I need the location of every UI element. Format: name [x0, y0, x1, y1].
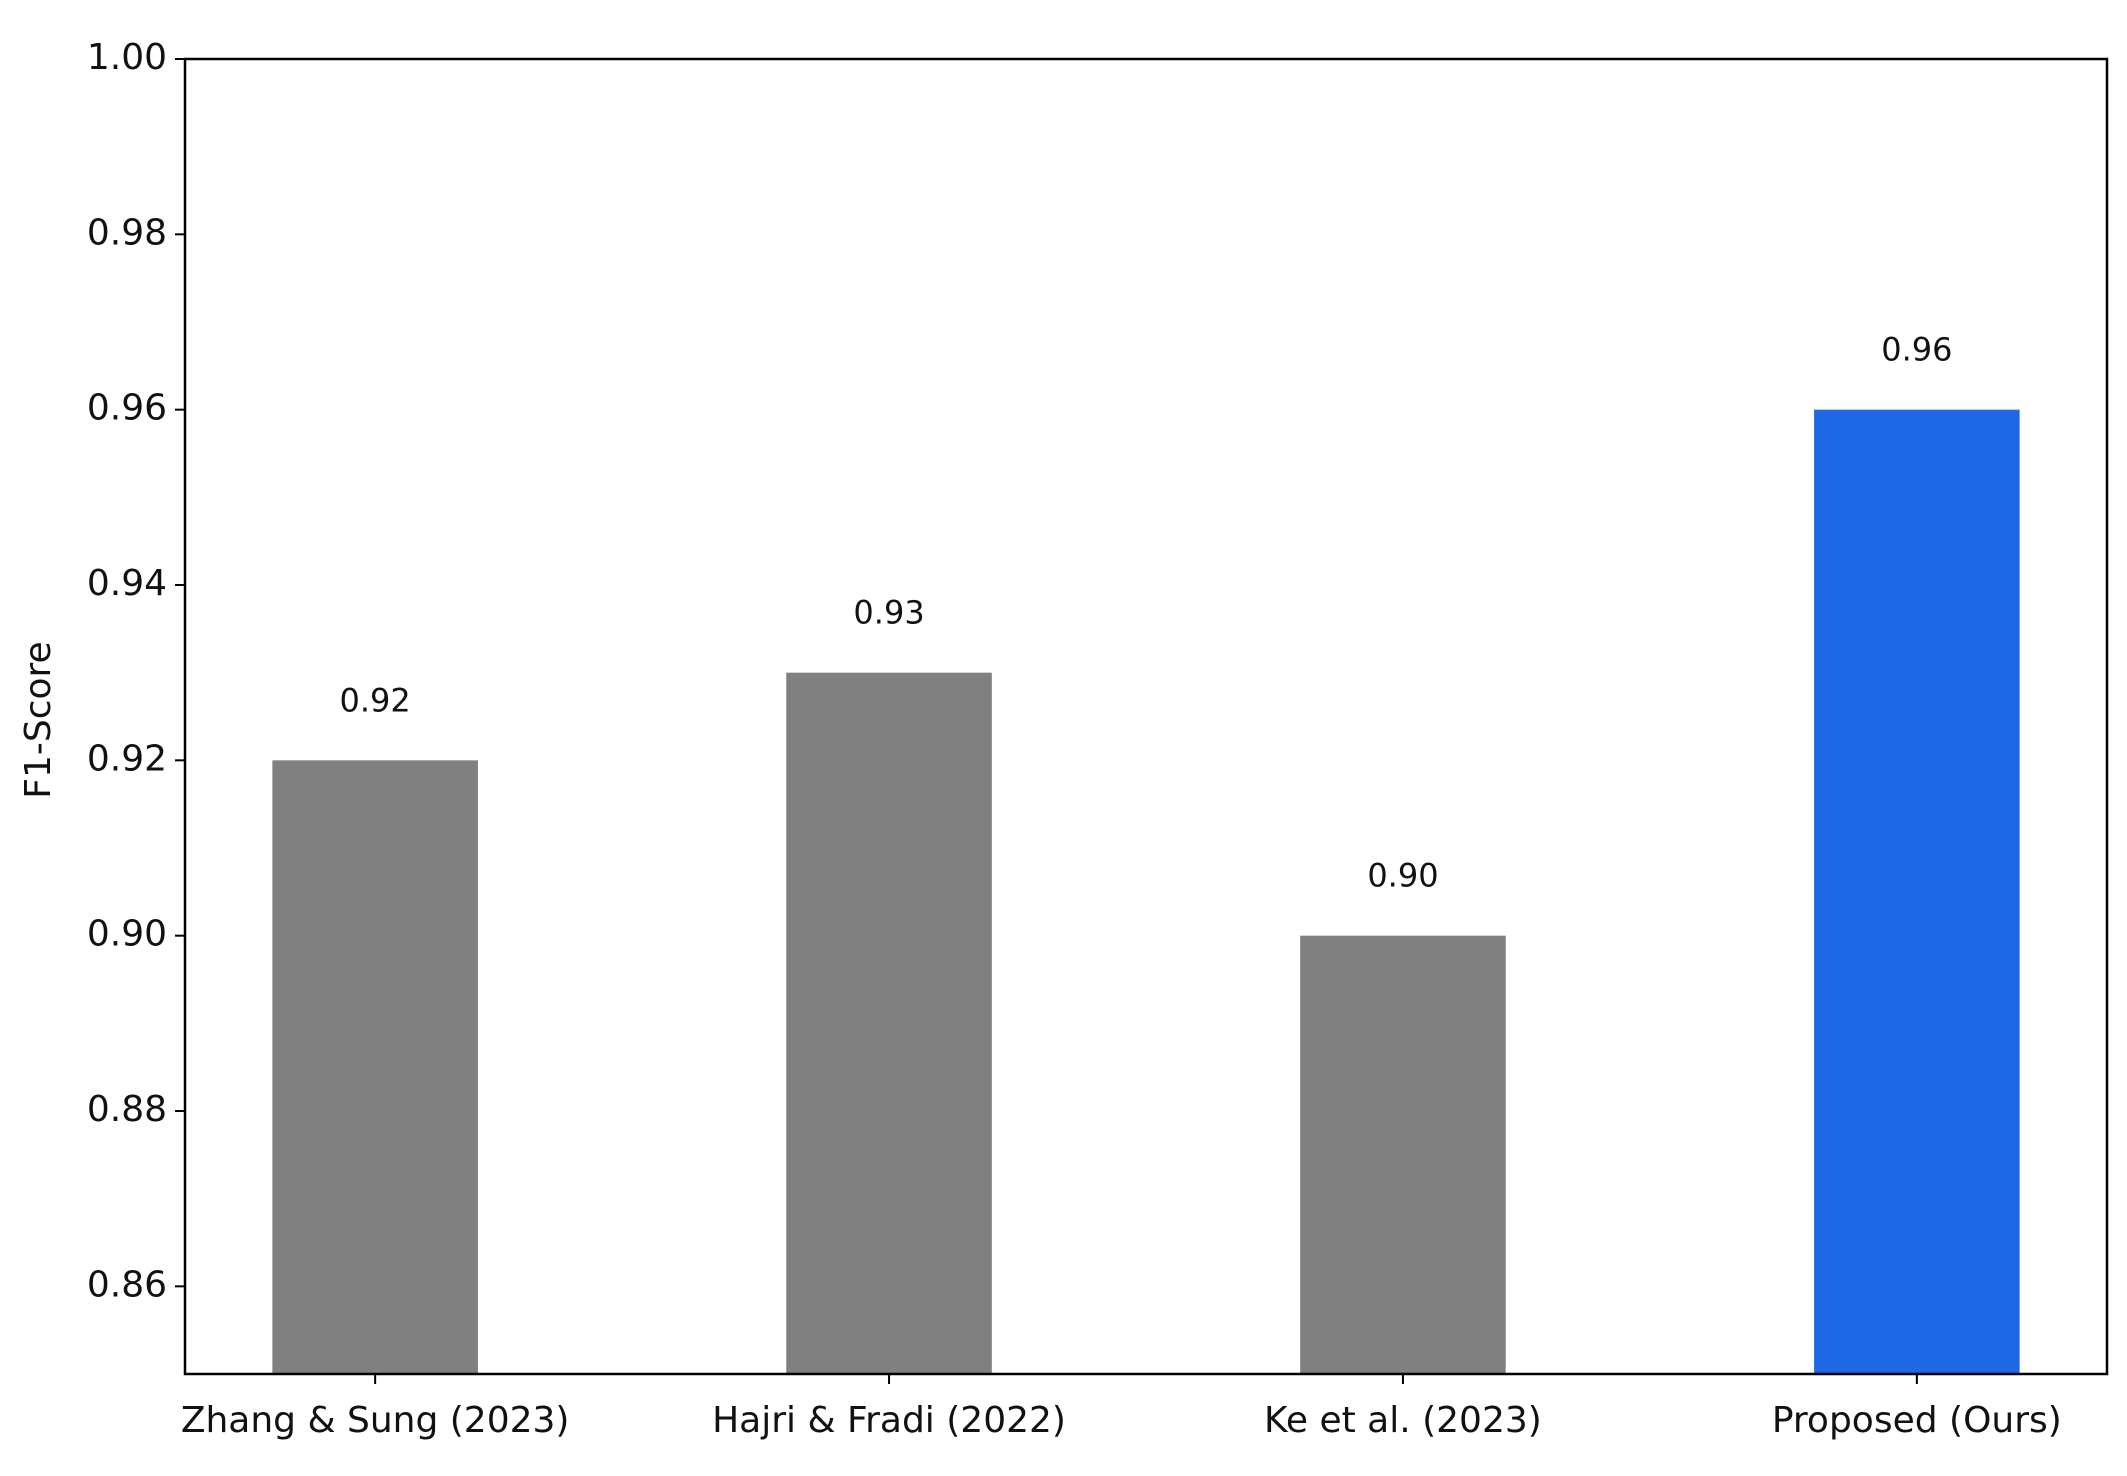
value-label: 0.90: [1367, 857, 1438, 895]
bar: [1300, 935, 1506, 1374]
x-tick-label: Ke et al. (2023): [1264, 1400, 1542, 1441]
value-label: 0.92: [340, 681, 411, 719]
y-tick-label: 1.00: [87, 37, 167, 78]
y-tick-label: 0.90: [87, 914, 167, 955]
y-tick-label: 0.96: [87, 388, 167, 429]
x-tick-label: Proposed (Ours): [1772, 1400, 2062, 1441]
y-axis-label: F1-Score: [18, 641, 59, 798]
bar: [1814, 409, 2020, 1375]
y-tick-label: 0.98: [87, 212, 167, 253]
value-label: 0.93: [853, 594, 924, 632]
value-label: 0.96: [1881, 331, 1952, 369]
bar: [786, 672, 992, 1374]
bar: [272, 760, 478, 1374]
y-tick-label: 0.88: [87, 1089, 167, 1130]
y-tick-label: 0.86: [87, 1264, 167, 1305]
plot-frame: [183, 57, 2109, 1376]
y-tick-label: 0.92: [87, 738, 167, 779]
y-tick-label: 0.94: [87, 563, 167, 604]
x-tick-label: Hajri & Fradi (2022): [712, 1400, 1066, 1441]
x-tick-label: Zhang & Sung (2023): [181, 1400, 570, 1441]
